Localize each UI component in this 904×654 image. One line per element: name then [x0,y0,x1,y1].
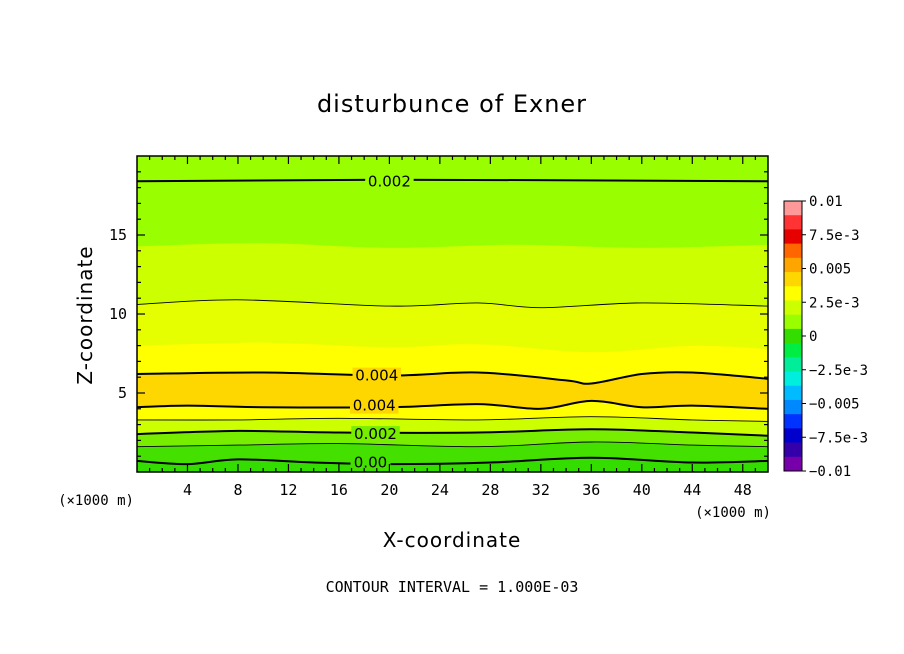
colorbar-swatch [784,456,802,472]
colorbar-tick-label: −7.5e-3 [809,430,868,446]
contour-lines [136,178,769,466]
contour-label-gap-0 [365,173,414,190]
contour-line-1 [136,299,769,309]
colorbar-tick-label: −0.005 [809,397,860,413]
colorbar-swatch [784,357,802,373]
contour-interval-note: CONTOUR INTERVAL = 1.000E-03 [326,578,579,596]
x-tick-label: 44 [683,481,701,499]
colorbar-tick-label: 0 [809,329,817,345]
y-tick-label: 10 [109,305,127,323]
x-tick-label: 12 [279,481,297,499]
x-tick-label: 36 [582,481,600,499]
colorbar-tick-label: 7.5e-3 [809,228,860,244]
y-axis-label: Z-coordinate [73,245,97,384]
contour-label-1: 0.004 [355,367,398,385]
contour-line-3 [136,399,769,410]
colorbar-swatch [784,442,802,458]
contour-fills [136,155,769,473]
colorbar-tick-label: −2.5e-3 [809,363,868,379]
colorbar-swatch [784,272,802,287]
x-tick-label: 4 [183,481,192,499]
colorbar [783,200,803,472]
x-tick-labels: 4 8 12 16 20 24 28 32 36 40 44 48 [183,481,752,499]
colorbar-swatch [784,428,802,444]
x-axis-label: X-coordinate [383,528,522,552]
contour-labels: 0.002 0.004 0.004 0.002 0.00 [350,172,414,472]
colorbar-swatch [784,385,802,401]
chart-title: disturbunce of Exner [317,90,587,118]
x-tick-label: 28 [481,481,499,499]
contour-label-0: 0.002 [368,172,411,190]
contour-line-4 [136,416,769,422]
contour-line-6 [136,441,769,448]
x-tick-label: 32 [532,481,550,499]
colorbar-labels: 0.01 7.5e-3 0.005 2.5e-3 0 −2.5e-3 −0.005 −7.5e… [802,194,868,480]
colorbar-swatch [784,399,802,415]
colorbar-swatch [784,201,802,216]
x-tick-label: 48 [734,481,752,499]
contour-band-5 [136,371,769,410]
colorbar-swatch [784,414,802,429]
colorbar-swatch [784,314,802,330]
x-tick-label: 40 [633,481,651,499]
contour-label-gap-4 [350,454,391,471]
contour-label-3: 0.002 [354,425,397,443]
colorbar-tick-label: 2.5e-3 [809,295,860,311]
colorbar-tick-label: 0.005 [809,262,851,278]
contour-label-gap-3 [351,426,400,443]
x-tick-label: 24 [431,481,449,499]
y-tick-labels: 5 10 15 [109,226,127,402]
y-tick-label: 5 [118,384,127,402]
contour-line-2 [136,371,769,385]
colorbar-swatch [784,343,802,358]
colorbar-swatch [784,328,802,344]
colorbar-swatch [784,215,802,230]
colorbar-swatch [784,371,802,387]
x-tick-label: 20 [380,481,398,499]
colorbar-swatch [784,257,802,273]
y-tick-label: 15 [109,226,127,244]
colorbar-tick-label: −0.01 [809,464,851,480]
contour-label-4: 0.00 [354,454,387,472]
contour-label-2: 0.004 [353,397,396,415]
colorbar-swatch [784,300,802,316]
contour-band-9 [136,155,769,248]
x-unit-label: (×1000 m) [695,505,771,521]
contour-line-7 [136,456,769,466]
colorbar-swatch [784,229,802,245]
colorbar-tick-label: 0.01 [809,194,843,210]
x-tick-label: 16 [330,481,348,499]
axis-ticks [137,156,768,472]
contour-line-5 [136,428,769,437]
colorbar-swatch [784,243,802,259]
contour-band-8 [136,242,769,308]
y-unit-label: (×1000 m) [58,493,134,509]
contour-label-gap-2 [350,397,399,414]
colorbar-swatch [784,286,802,301]
contour-label-gap-1 [352,367,402,384]
x-tick-label: 8 [233,481,242,499]
